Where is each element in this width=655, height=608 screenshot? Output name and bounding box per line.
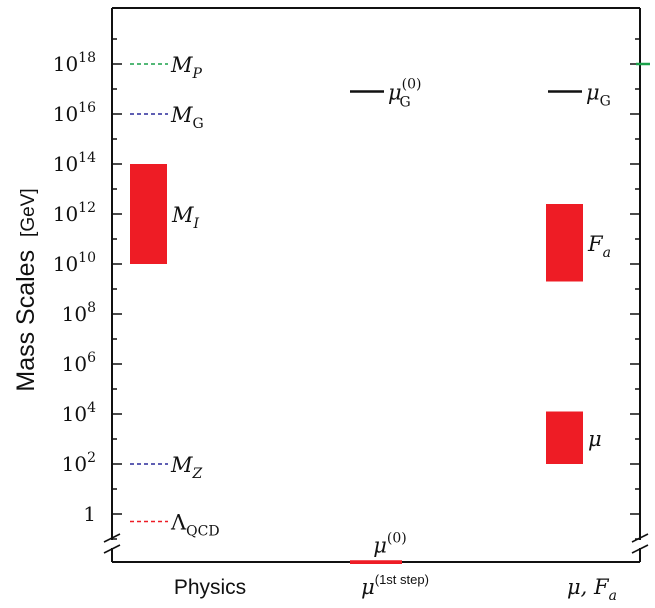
scale-mu-sup-bar [350,560,402,564]
y-tick-label: 1018 [53,50,96,76]
scale-m-i-label: MI [171,203,200,232]
scale-marks [130,62,650,564]
right-axis-break-mark [631,544,649,554]
left-axis-break-mark [103,544,121,554]
scale-mu-g-label: μG [586,81,611,110]
scale-m-z-label: MZ [170,453,203,482]
scale-m-i-bar [130,164,167,264]
y-tick-label: 106 [62,350,96,376]
scale-mu-sup-label: μ(0) [373,530,407,557]
y-ticks: 1 102 104 106 108 1010 1012 1014 1016 1018 [53,38,640,540]
y-tick-label: 1016 [53,100,96,126]
right-axis-break-mark [631,533,649,543]
y-tick-label: 1 [83,502,96,526]
scale-f-a-label: Fa [587,232,611,261]
scale-mu-bar [546,411,583,464]
scale-labels: MP MG MI MZ ΛQCD μ(0) G μ(0) μG Fa μ Physics μ(1st s… [170,53,617,604]
scale-lambda-qcd-label: ΛQCD [170,511,220,540]
y-tick-label: 1012 [53,200,96,226]
scale-m-g-label: MG [170,103,204,132]
y-tick-label: 102 [62,450,96,476]
scale-f-a-bar [546,204,583,282]
left-axis-break-mark [103,533,121,543]
y-tick-label: 1010 [53,250,96,276]
x-label-first-step: μ(1st step) [361,572,429,599]
y-tick-label: 108 [62,300,96,326]
x-label-mu-fa: μ, Fa [567,575,617,604]
y-axis-label: Mass Scales [GeV] [12,188,40,391]
y-tick-label: 1014 [53,150,96,176]
scale-mu-g-sup-label: μ(0) G [388,77,422,111]
scale-m-p-label: MP [170,53,203,82]
scale-mu-label: μ [588,427,602,451]
y-tick-label: 104 [62,400,96,426]
x-label-physics: Physics [174,576,246,599]
